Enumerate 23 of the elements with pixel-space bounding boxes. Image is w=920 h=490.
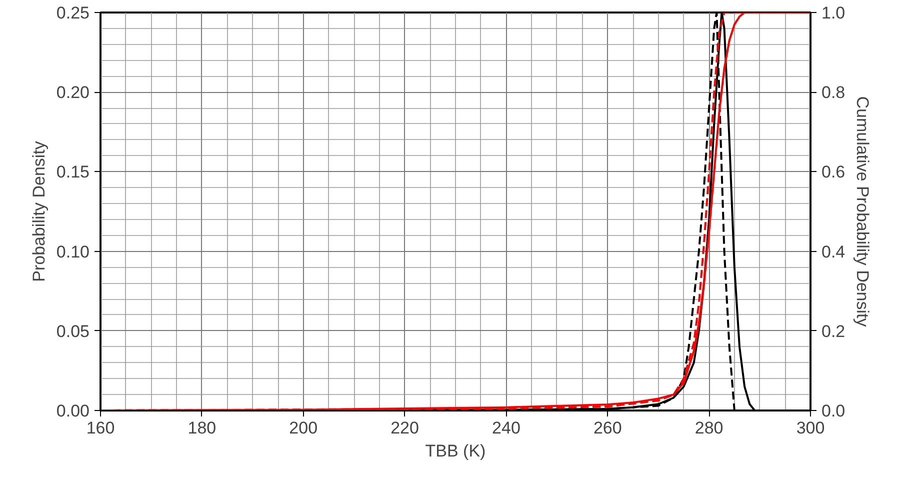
y-axis-title: Probability Density — [29, 140, 48, 282]
y-tick-label: 0.00 — [56, 402, 90, 420]
y-tick-label: 0.15 — [56, 162, 90, 182]
y-tick-label: 0.10 — [56, 242, 90, 262]
x-tick-label: 160 — [86, 418, 115, 438]
x-tick-label: 300 — [796, 418, 825, 438]
y-tick-label: 0.25 — [56, 4, 90, 22]
x-tick-label: 200 — [289, 418, 318, 438]
y2-axis-title: Cumulative Probability Density — [853, 96, 872, 328]
y-tick-label: 0.05 — [56, 322, 90, 341]
y2-tick-label: 0.4 — [822, 242, 846, 262]
x-tick-label: 220 — [390, 418, 419, 438]
x-tick-label: 260 — [593, 418, 622, 438]
y2-tick-label: 0.6 — [822, 162, 846, 182]
x-tick-label: 240 — [492, 418, 520, 438]
y2-tick-label: 0.0 — [822, 402, 846, 420]
x-tick-label: 280 — [694, 418, 724, 438]
y2-tick-label: 0.8 — [822, 83, 846, 102]
y2-tick-label: 0.2 — [822, 322, 846, 341]
y-tick-label: 0.20 — [56, 83, 90, 102]
x-tick-label: 180 — [188, 418, 216, 438]
y2-tick-label: 1.0 — [822, 4, 846, 22]
x-axis-title: TBB (K) — [425, 442, 486, 460]
